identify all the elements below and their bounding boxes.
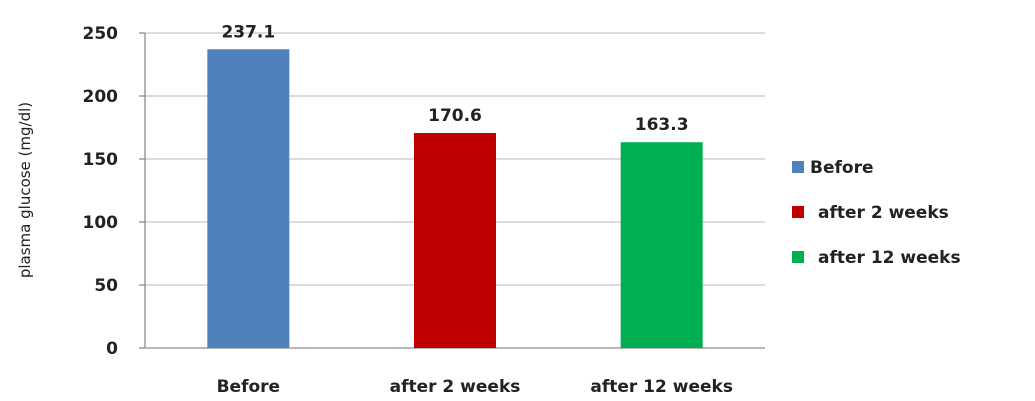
bars — [207, 49, 703, 349]
y-tick-label: 200 — [83, 87, 119, 107]
y-tick-label: 150 — [83, 150, 119, 170]
y-axis-label: plasma glucose (mg/dl) — [16, 102, 34, 278]
x-tick-label: after 2 weeks — [390, 377, 521, 397]
bar — [620, 142, 703, 348]
bar — [207, 49, 290, 349]
x-tick-label: Before — [217, 377, 280, 397]
data-labels: 237.1 170.6 163.3 — [221, 22, 688, 135]
data-label: 170.6 — [428, 106, 482, 126]
data-label: 237.1 — [221, 22, 275, 42]
legend-entry: Before — [810, 158, 873, 178]
legend-swatch — [792, 251, 804, 263]
bar — [414, 133, 496, 348]
x-tick-label: after 12 weeks — [590, 377, 733, 397]
data-label: 163.3 — [635, 115, 689, 135]
y-axis-ticks: 0 50 100 150 200 250 — [83, 24, 145, 359]
y-tick-label: 50 — [94, 276, 118, 296]
legend-swatch — [792, 161, 804, 173]
y-tick-label: 250 — [83, 24, 119, 44]
legend-entry: after 2 weeks — [818, 203, 949, 223]
y-tick-label: 0 — [106, 339, 118, 359]
legend-swatch — [792, 206, 804, 218]
legend: Before after 2 weeks after 12 weeks — [792, 158, 961, 268]
y-tick-label: 100 — [83, 213, 119, 233]
legend-entry: after 12 weeks — [818, 248, 961, 268]
x-axis-labels: Before after 2 weeks after 12 weeks — [217, 377, 733, 397]
